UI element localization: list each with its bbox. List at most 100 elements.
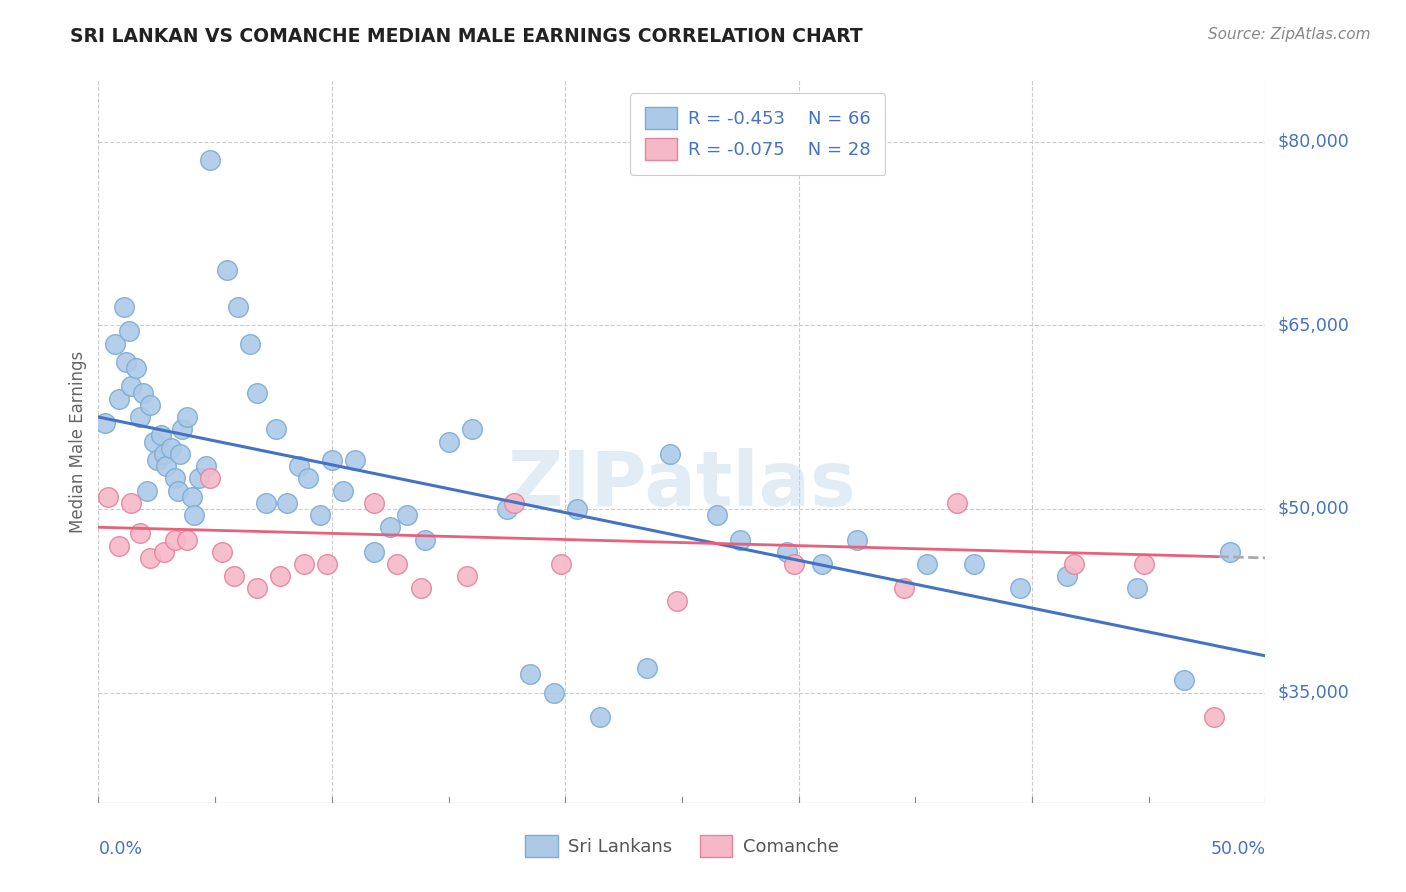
Point [292, 557, 315, 571]
Point [264, 422, 287, 436]
Point [152, 545, 174, 559]
Point [288, 458, 311, 473]
Point [172, 422, 194, 436]
Point [321, 453, 343, 467]
Point [129, 410, 152, 425]
Point [97, 490, 120, 504]
Point [915, 557, 938, 571]
Point [409, 582, 432, 596]
Point [276, 496, 298, 510]
Point [94, 416, 117, 430]
Point [363, 545, 385, 559]
Point [155, 458, 177, 473]
Point [115, 355, 138, 369]
Point [297, 471, 319, 485]
Y-axis label: Median Male Earnings: Median Male Earnings [69, 351, 87, 533]
Point [1202, 710, 1225, 724]
Text: $50,000: $50,000 [1277, 500, 1348, 518]
Point [169, 447, 191, 461]
Point [437, 434, 460, 449]
Point [783, 557, 806, 571]
Point [316, 557, 339, 571]
Point [146, 453, 169, 467]
Point [946, 496, 969, 510]
Text: SRI LANKAN VS COMANCHE MEDIAN MALE EARNINGS CORRELATION CHART: SRI LANKAN VS COMANCHE MEDIAN MALE EARNI… [70, 27, 863, 45]
Point [730, 533, 752, 547]
Point [139, 550, 162, 565]
Point [666, 593, 689, 607]
Point [344, 453, 367, 467]
Point [413, 533, 436, 547]
Point [183, 508, 205, 522]
Point [776, 545, 799, 559]
Point [589, 710, 612, 724]
Point [139, 398, 162, 412]
Point [846, 533, 869, 547]
Point [129, 526, 152, 541]
Point [269, 569, 291, 583]
Point [1063, 557, 1085, 571]
Point [125, 361, 148, 376]
Point [166, 483, 188, 498]
Point [363, 496, 385, 510]
Point [636, 661, 658, 675]
Point [309, 508, 332, 522]
Point [246, 385, 269, 400]
Point [211, 545, 233, 559]
Point [108, 392, 131, 406]
Point [395, 508, 418, 522]
Point [811, 557, 834, 571]
Legend: Sri Lankans, Comanche: Sri Lankans, Comanche [516, 826, 848, 866]
Text: $35,000: $35,000 [1277, 683, 1348, 702]
Point [108, 539, 131, 553]
Point [194, 458, 217, 473]
Point [200, 471, 222, 485]
Point [187, 471, 209, 485]
Point [112, 300, 135, 314]
Point [332, 483, 354, 498]
Point [1056, 569, 1078, 583]
Point [1133, 557, 1156, 571]
Point [256, 496, 278, 510]
Point [706, 508, 728, 522]
Point [165, 533, 187, 547]
Point [152, 447, 174, 461]
Point [239, 336, 262, 351]
Point [380, 520, 402, 534]
Point [893, 582, 915, 596]
Point [962, 557, 984, 571]
Point [496, 502, 519, 516]
Point [136, 483, 159, 498]
Point [215, 263, 238, 277]
Point [165, 471, 187, 485]
Point [1010, 582, 1032, 596]
Point [180, 490, 202, 504]
Point [461, 422, 484, 436]
Text: ZIPatlas: ZIPatlas [508, 448, 856, 522]
Text: $80,000: $80,000 [1277, 133, 1348, 151]
Point [176, 410, 198, 425]
Point [200, 153, 222, 167]
Point [565, 502, 588, 516]
Point [118, 324, 141, 338]
Point [519, 667, 541, 681]
Point [176, 533, 198, 547]
Point [120, 496, 142, 510]
Point [159, 441, 181, 455]
Point [550, 557, 572, 571]
Text: 0.0%: 0.0% [98, 839, 142, 857]
Point [143, 434, 166, 449]
Point [543, 685, 565, 699]
Text: $65,000: $65,000 [1277, 316, 1348, 334]
Point [246, 582, 269, 596]
Point [228, 300, 250, 314]
Text: Source: ZipAtlas.com: Source: ZipAtlas.com [1208, 27, 1371, 42]
Point [1126, 582, 1149, 596]
Point [104, 336, 127, 351]
Point [385, 557, 408, 571]
Point [150, 428, 173, 442]
Point [222, 569, 245, 583]
Point [1173, 673, 1195, 688]
Point [456, 569, 478, 583]
Text: 50.0%: 50.0% [1211, 839, 1265, 857]
